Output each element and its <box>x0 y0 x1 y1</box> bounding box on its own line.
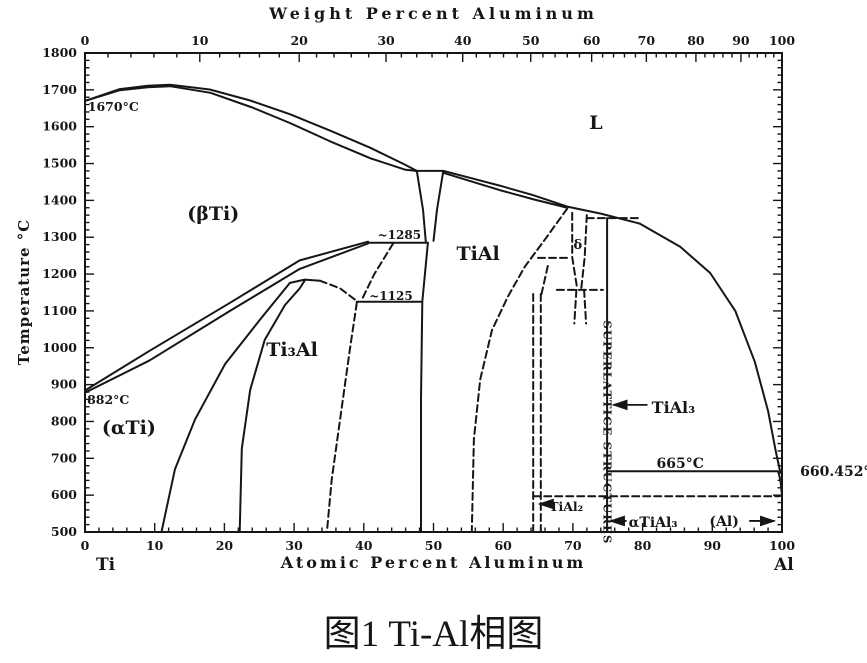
curve-alpha-beta-transus-upper <box>84 240 369 392</box>
svg-text:60: 60 <box>583 33 601 48</box>
curve-ti3al-left-boundary <box>238 279 306 533</box>
phase-boundaries <box>84 83 783 533</box>
svg-text:1400: 1400 <box>42 192 77 207</box>
label-Al: (Al) <box>709 514 738 530</box>
svg-text:800: 800 <box>51 413 77 428</box>
phase-labels: L (βTi) TiAl Ti₃Al (αTi) δ 1670°C 882°C ~1285 ~11… <box>87 99 867 545</box>
svg-text:40: 40 <box>454 33 472 48</box>
label-t882: 882°C <box>87 392 129 407</box>
curve-gamma-solidus <box>442 171 567 209</box>
curve-gamma-left-boundary <box>420 241 429 533</box>
label-delta: δ <box>573 238 582 253</box>
svg-text:0: 0 <box>81 538 90 553</box>
svg-text:1300: 1300 <box>42 229 77 244</box>
curve-beta-gamma-left <box>415 169 427 243</box>
tick-labels: 0 10 20 30 40 50 60 70 80 90 1000 10 20 30 40 50 60 70 80 9… <box>42 33 795 553</box>
svg-text:1600: 1600 <box>42 119 77 134</box>
label-L: L <box>589 112 602 134</box>
curve-al-solvus <box>777 470 783 497</box>
svg-text:30: 30 <box>377 33 395 48</box>
label-TiAl2: TiAl₂ <box>549 499 583 514</box>
x-axis-right-element-label: Al <box>774 555 794 575</box>
curve-delta-lower-right <box>583 288 588 325</box>
svg-text:1100: 1100 <box>42 303 77 318</box>
top-axis-title: Weight Percent Aluminum <box>269 4 598 23</box>
label-t660-452: 660.452°C <box>800 464 867 480</box>
svg-text:70: 70 <box>564 538 582 553</box>
curve-liquidus-right <box>442 169 783 474</box>
svg-text:700: 700 <box>51 450 77 465</box>
label-beta-Ti: (βTi) <box>187 203 239 225</box>
label-t1125: ~1125 <box>369 289 412 303</box>
svg-text:1800: 1800 <box>42 45 77 60</box>
svg-text:1700: 1700 <box>42 82 77 97</box>
label-t1285: ~1285 <box>378 228 421 242</box>
svg-text:70: 70 <box>638 33 656 48</box>
svg-text:1000: 1000 <box>42 340 77 355</box>
svg-text:80: 80 <box>634 538 652 553</box>
curve-alpha2-dome-right <box>318 279 358 302</box>
svg-text:60: 60 <box>494 538 512 553</box>
curve-solidus-left <box>84 85 418 172</box>
svg-text:40: 40 <box>355 538 373 553</box>
label-t1670: 1670°C <box>88 99 139 114</box>
label-alpha-Ti: (αTi) <box>102 417 156 439</box>
figure-caption: 图1 Ti-Al相图 <box>323 614 544 655</box>
svg-text:600: 600 <box>51 487 77 502</box>
label-t665: 665°C <box>657 456 704 472</box>
svg-text:50: 50 <box>522 33 540 48</box>
label-TiAl3: TiAl₃ <box>652 398 695 417</box>
curve-alpha-beta-transus-lower <box>84 242 369 394</box>
curve-delta-left <box>571 211 579 290</box>
svg-text:80: 80 <box>687 33 705 48</box>
svg-text:100: 100 <box>769 33 795 48</box>
svg-text:50: 50 <box>425 538 443 553</box>
svg-text:500: 500 <box>51 524 77 539</box>
svg-text:100: 100 <box>769 538 795 553</box>
label-alpha-TiAl3: αTiAl₃ <box>629 515 678 531</box>
curve-ti3al-right-boundary <box>325 301 358 533</box>
svg-text:1200: 1200 <box>42 266 77 281</box>
svg-text:10: 10 <box>146 538 164 553</box>
curve-alpha2-gamma-boundary <box>360 242 395 301</box>
svg-text:10: 10 <box>191 33 209 48</box>
svg-text:0: 0 <box>81 33 90 48</box>
bottom-axis-title: Atomic Percent Aluminum <box>280 553 587 572</box>
svg-text:30: 30 <box>285 538 303 553</box>
x-axis-left-element-label: Ti <box>96 555 116 575</box>
svg-text:20: 20 <box>290 33 308 48</box>
label-superlattice: SUPERLATTICE STRUCTURES <box>601 320 615 544</box>
curve-delta-lower-left <box>573 288 578 325</box>
svg-text:1500: 1500 <box>42 156 77 171</box>
label-Ti3Al: Ti₃Al <box>266 339 318 361</box>
curve-alpha-solvus <box>160 278 321 532</box>
curve-beta-gamma-right <box>432 169 445 242</box>
svg-text:90: 90 <box>704 538 722 553</box>
curve-delta-right <box>580 214 588 290</box>
curve-liquidus-left <box>84 83 418 172</box>
svg-text:900: 900 <box>51 377 77 392</box>
curve-gamma-right-boundary <box>470 207 569 533</box>
svg-text:90: 90 <box>732 33 750 48</box>
svg-text:20: 20 <box>216 538 234 553</box>
curve-tial2-connector <box>540 265 549 295</box>
label-TiAl: TiAl <box>456 243 499 265</box>
